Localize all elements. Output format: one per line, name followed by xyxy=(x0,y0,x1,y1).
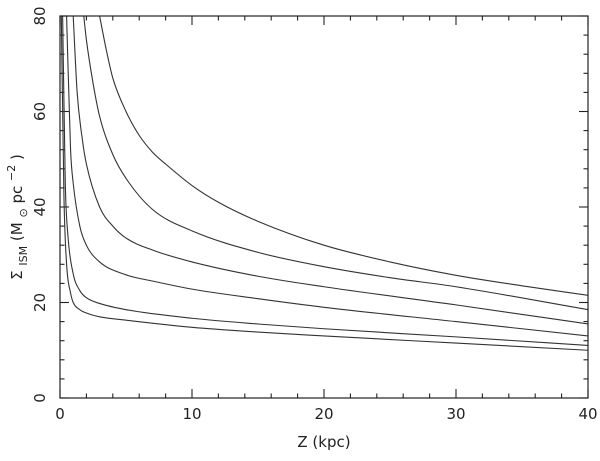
y-label-subscript: ISM xyxy=(17,246,30,266)
series-line-3 xyxy=(66,16,588,337)
y-tick-label: 60 xyxy=(31,102,49,121)
x-tick-label: 20 xyxy=(314,405,333,423)
series-line-2 xyxy=(62,16,588,347)
y-tick-label: 80 xyxy=(31,6,49,25)
x-tick-label: 10 xyxy=(182,405,201,423)
tick-labels: 0 10 20 30 40 0 20 40 60 80 xyxy=(31,6,598,423)
curves xyxy=(60,16,588,351)
y-label-sigma: Σ xyxy=(8,270,26,279)
y-tick-label: 20 xyxy=(31,293,49,312)
series-line-5 xyxy=(83,16,588,311)
y-tick-label: 0 xyxy=(31,393,49,403)
y-label-sun-symbol: ⊙ xyxy=(17,208,30,217)
series-line-1 xyxy=(60,16,588,351)
x-tick-label: 0 xyxy=(55,405,65,423)
y-label-superscript: −2 xyxy=(5,165,18,181)
y-axis-label: Σ ISM (M ⊙ pc −2 ) xyxy=(1,154,31,280)
x-tick-label: 30 xyxy=(446,405,465,423)
series-line-4 xyxy=(72,16,588,325)
x-tick-label: 40 xyxy=(578,405,597,423)
series-line-6 xyxy=(99,16,588,296)
y-tick-label: 40 xyxy=(31,197,49,216)
x-axis-label: Z (kpc) xyxy=(297,433,350,451)
y-label-unit-mid: pc xyxy=(8,186,26,204)
plot-frame xyxy=(59,15,589,399)
y-label-unit-open: (M xyxy=(8,222,26,241)
y-label-unit-close: ) xyxy=(8,154,26,160)
